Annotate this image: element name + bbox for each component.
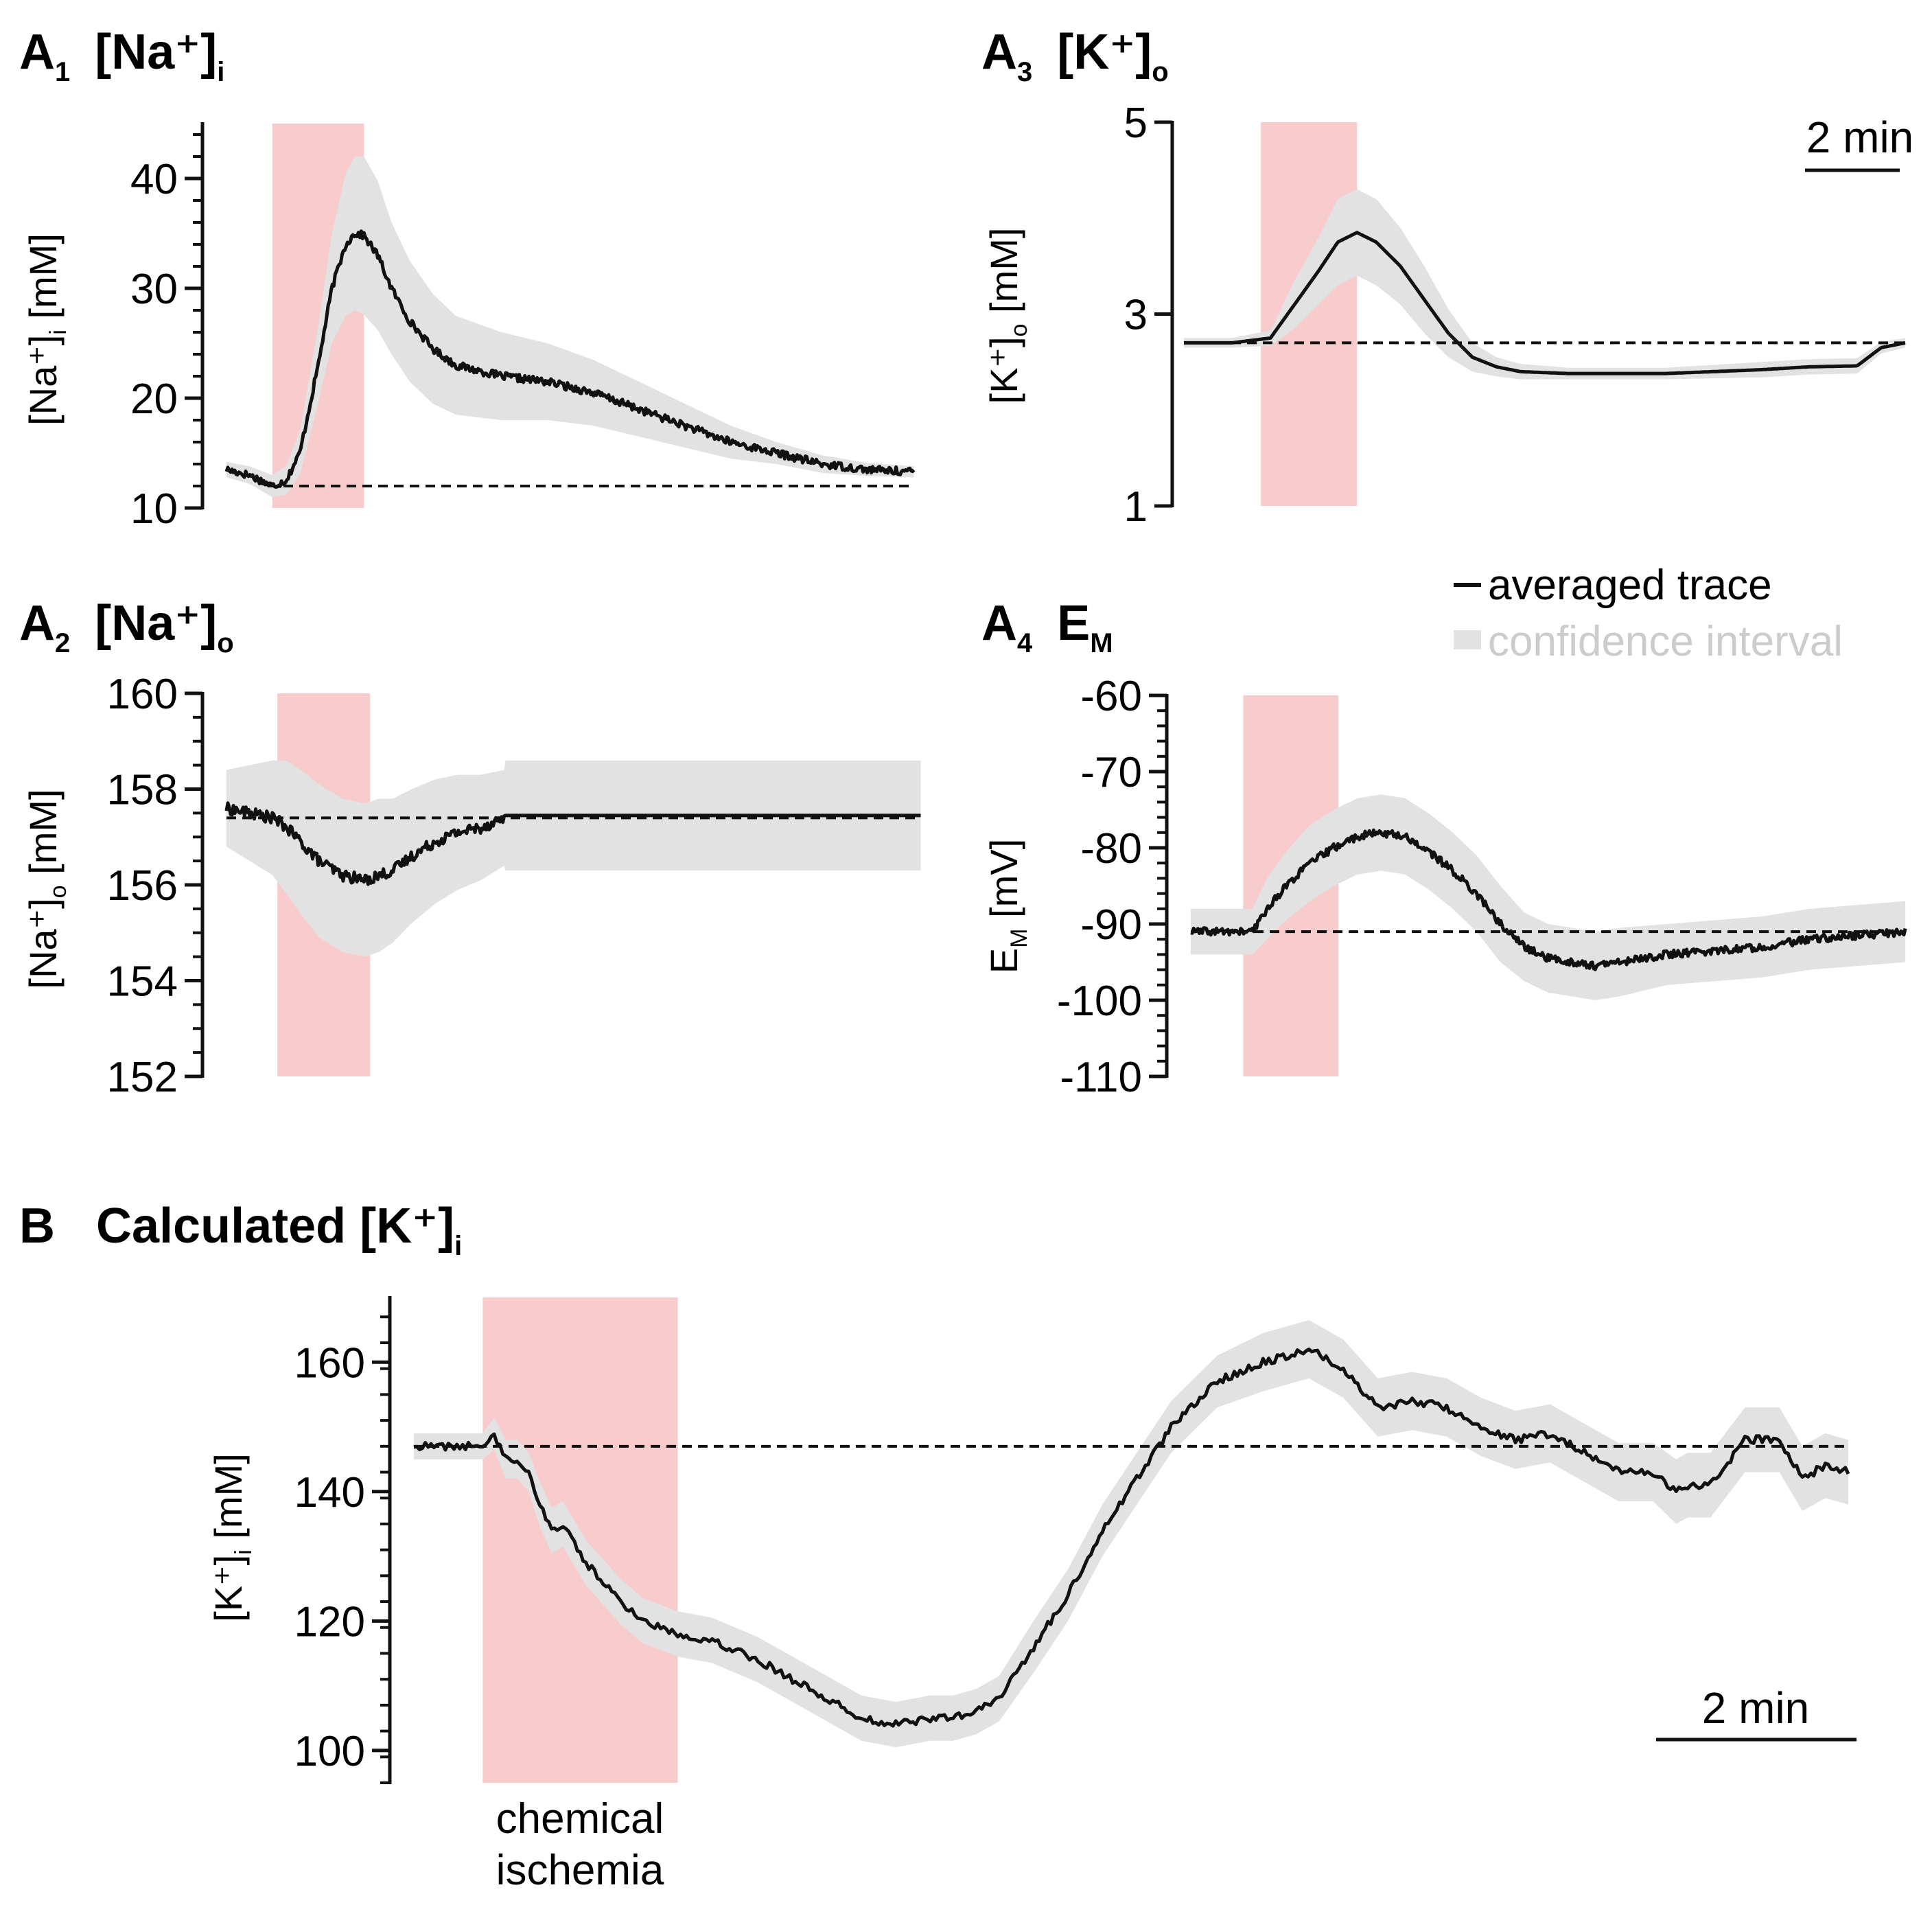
- y-axis-label-a1: [Na⁺]i [mM]: [21, 233, 71, 426]
- plot-a2-na-extracellular: 152 154 156 158 160: [107, 671, 921, 1101]
- averaged-trace-line: [413, 1348, 1850, 1728]
- averaged-trace-line: [224, 229, 916, 489]
- legend-trace-label: averaged trace: [1488, 562, 1772, 609]
- y-tick-label: 5: [1124, 100, 1148, 147]
- y-axis-label-a2: [Na⁺]o [mM]: [21, 789, 71, 989]
- y-tick-label: 3: [1124, 292, 1148, 339]
- y-tick-label: -100: [1057, 978, 1142, 1025]
- plot-a4-membrane-potential: -110 -100 -90 -80 -70 -60: [1057, 673, 1907, 1101]
- y-tick-label: -110: [1060, 1054, 1143, 1101]
- y-tick-label: 140: [294, 1469, 365, 1516]
- scale-bar-bottom-label: 2 min: [1702, 1683, 1810, 1733]
- panel-title-a1: A1 [Na⁺]i: [19, 25, 224, 87]
- scale-bar-top: 2 min: [1805, 113, 1914, 172]
- y-tick-label: -80: [1080, 825, 1142, 873]
- averaged-trace-line: [1190, 828, 1907, 971]
- scale-bar-bottom: 2 min: [1656, 1683, 1857, 1742]
- y-tick-label: -60: [1080, 673, 1142, 720]
- y-tick-label: 120: [294, 1598, 365, 1646]
- averaged-trace-line: [1183, 231, 1906, 376]
- ischemia-annotation-line1: chemical: [496, 1795, 664, 1843]
- panel-title-a4: A4 EM: [981, 596, 1113, 658]
- plot-a1-na-intracellular: 10 20 30 40: [130, 122, 916, 533]
- y-tick-label: 158: [107, 767, 178, 814]
- confidence-interval-band: [226, 157, 914, 497]
- y-tick-label: 154: [107, 958, 178, 1006]
- panel-title-a3: A3 [K⁺]o: [981, 25, 1169, 87]
- y-tick-label: 160: [107, 671, 178, 718]
- y-tick-label: 30: [130, 266, 178, 313]
- y-tick-label: 100: [294, 1728, 365, 1775]
- confidence-interval-band: [226, 760, 921, 957]
- y-tick-label: 10: [130, 485, 178, 533]
- y-tick-label: -70: [1080, 749, 1142, 796]
- plot-a3-k-extracellular: 1 3 5: [1124, 100, 1906, 531]
- ischemia-annotation-line2: ischemia: [496, 1847, 664, 1894]
- legend-ci-swatch: [1454, 630, 1481, 649]
- y-tick-label: 160: [294, 1339, 365, 1387]
- y-axis-label-a3: [K⁺]o [mM]: [982, 228, 1032, 404]
- y-tick-label: 156: [107, 862, 178, 910]
- scale-bar-top-label: 2 min: [1806, 113, 1914, 162]
- confidence-interval-band: [414, 1320, 1848, 1748]
- averaged-trace-line: [224, 801, 921, 886]
- y-tick-label: 40: [130, 156, 178, 203]
- ischemia-annotation: chemical ischemia: [496, 1795, 664, 1894]
- panel-title-b: B Calculated [K⁺]i: [19, 1199, 462, 1261]
- y-tick-label: 20: [130, 376, 178, 423]
- legend-ci-label: confidence interval: [1488, 618, 1843, 665]
- panel-title-a2: A2 [Na⁺]o: [19, 596, 234, 658]
- y-tick-label: 152: [107, 1054, 178, 1101]
- y-tick-label: 1: [1124, 483, 1148, 531]
- legend: averaged trace confidence interval: [1454, 562, 1843, 665]
- y-axis-label-b: [K⁺]i [mM]: [207, 1453, 257, 1622]
- y-tick-label: -90: [1080, 901, 1142, 949]
- plot-b-calculated-k-intracellular: 100 120 140 160: [294, 1296, 1850, 1784]
- y-axis-label-a4: EM [mV]: [982, 839, 1032, 973]
